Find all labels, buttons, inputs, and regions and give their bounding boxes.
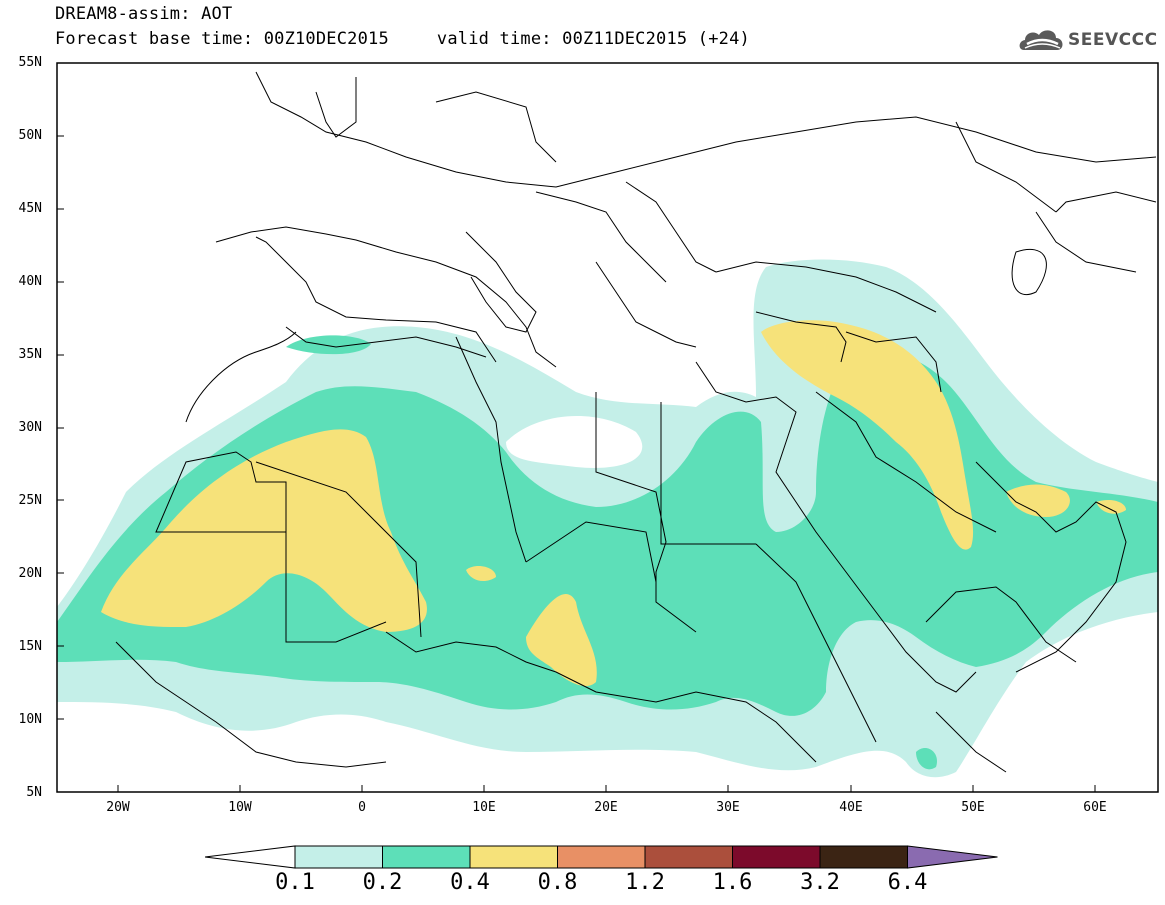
colorbar-cell xyxy=(819,845,908,869)
lon-label: 50E xyxy=(961,800,985,815)
lat-label: 55N xyxy=(18,55,42,70)
colorbar-level-label: 0.8 xyxy=(537,870,578,895)
lon-label: 0 xyxy=(358,800,366,815)
colorbar-cell xyxy=(557,845,646,869)
lon-label: 10W xyxy=(228,800,252,815)
lat-label: 50N xyxy=(18,128,42,143)
base-time: Forecast base time: 00Z10DEC2015 xyxy=(55,29,389,49)
time-info: Forecast base time: 00Z10DEC2015 valid ti… xyxy=(55,29,750,49)
colorbar-level-label: 0.4 xyxy=(450,870,490,895)
lon-label: 60E xyxy=(1083,800,1107,815)
lon-label: 10E xyxy=(472,800,496,815)
seevccc-logo: SEEVCCC xyxy=(1018,24,1158,58)
lat-label: 45N xyxy=(18,201,42,216)
axis-ticks xyxy=(57,135,1096,792)
colorbar-level-label: 0.1 xyxy=(275,870,315,895)
valid-time: valid time: 00Z11DEC2015 (+24) xyxy=(436,29,750,49)
colorbar-level-label: 1.2 xyxy=(625,870,665,895)
lat-label: 35N xyxy=(18,347,42,362)
logo-text: SEEVCCC xyxy=(1068,30,1158,50)
lat-label: 15N xyxy=(18,639,42,654)
lat-label: 30N xyxy=(18,420,42,435)
lat-label: 20N xyxy=(18,566,42,581)
colorbar-level-label: 0.2 xyxy=(362,870,403,895)
colorbar-level-label: 3.2 xyxy=(800,870,840,895)
colorbar-cell xyxy=(469,845,558,869)
map-title: DREAM8-assim: AOT xyxy=(55,4,233,24)
lat-label: 5N xyxy=(26,785,42,800)
coastlines xyxy=(115,77,1127,773)
colorbar-level-label: 6.4 xyxy=(887,870,928,895)
lat-label: 25N xyxy=(18,493,42,508)
aot-field xyxy=(57,259,1158,778)
lon-label: 40E xyxy=(839,800,863,815)
cloud-icon xyxy=(1019,30,1063,50)
lat-label: 40N xyxy=(18,274,42,289)
lat-label: 10N xyxy=(18,712,42,727)
colorbar-cell xyxy=(294,845,383,869)
colorbar-cell xyxy=(644,845,733,869)
lon-label: 30E xyxy=(716,800,740,815)
colorbar-cell xyxy=(732,845,821,869)
colorbar-over-arrow xyxy=(907,845,998,869)
aot-colorbar xyxy=(205,845,998,869)
lon-label: 20E xyxy=(594,800,618,815)
aot-map xyxy=(56,62,1159,793)
colorbar-under-arrow xyxy=(205,845,296,869)
country-borders xyxy=(155,71,1157,763)
colorbar-level-label: 1.6 xyxy=(712,870,753,895)
lon-label: 20W xyxy=(106,800,130,815)
aot-band-high xyxy=(101,429,427,632)
colorbar-cell xyxy=(382,845,471,869)
